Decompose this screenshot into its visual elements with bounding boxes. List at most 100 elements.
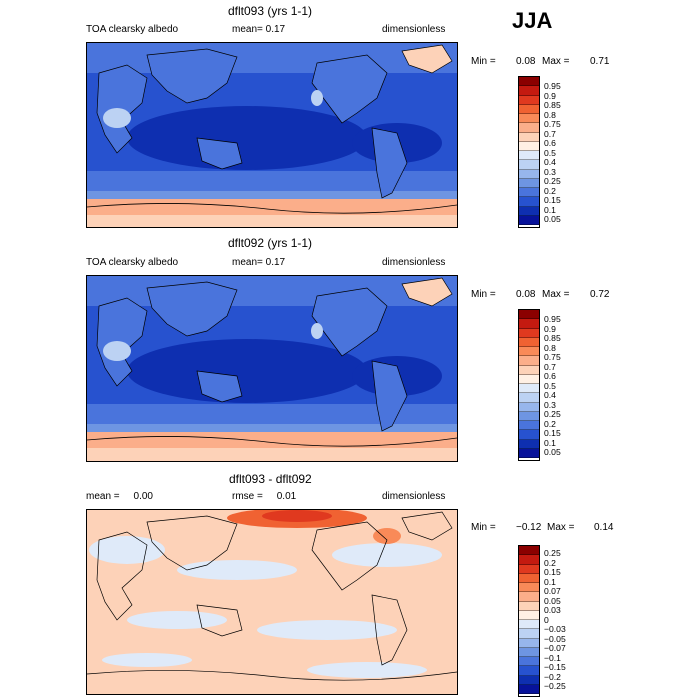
panel-3-min-value: −0.12 xyxy=(516,522,542,533)
colorbar-swatch xyxy=(519,123,539,133)
colorbar-tick-label: 0.4 xyxy=(544,390,556,400)
colorbar-tick-label: 0.25 xyxy=(544,548,561,558)
panel-1-colorbar xyxy=(518,76,540,228)
colorbar-tick-label: 0.1 xyxy=(544,576,556,587)
colorbar-swatch xyxy=(519,132,539,142)
colorbar-swatch xyxy=(519,86,539,96)
season-label: JJA xyxy=(512,8,553,33)
panel-1-mean-label: mean= 0.17 xyxy=(232,24,286,35)
colorbar-swatch xyxy=(519,411,539,421)
colorbar-swatch xyxy=(519,601,539,611)
colorbar-tick-label: 0.25 xyxy=(544,409,561,419)
colorbar-swatch xyxy=(519,675,539,685)
colorbar-tick-label: 0.85 xyxy=(544,333,561,343)
panel-3-colorbar-ticks: 0.25 0.2 0.15 0.1 0.07 0.05 0.03 0 −0.03 −0.05 −0.… xyxy=(544,548,566,692)
colorbar-tick-label: 0.95 xyxy=(544,81,561,91)
panel-3-min-label: Min = xyxy=(471,522,496,533)
panel-1-min-label: Min = xyxy=(471,56,496,67)
colorbar-swatch xyxy=(519,610,539,620)
colorbar-swatch xyxy=(519,151,539,161)
colorbar-swatch xyxy=(519,384,539,394)
colorbar-tick-label: 0.9 xyxy=(544,323,556,334)
colorbar-swatch xyxy=(519,638,539,648)
panel-2-map xyxy=(86,275,458,462)
colorbar-swatch xyxy=(519,347,539,357)
panel-3-units-label: dimensionless xyxy=(382,491,446,502)
panel-3-max-value: 0.14 xyxy=(594,522,614,533)
colorbar-tick-label: 0.9 xyxy=(544,90,556,101)
colorbar-swatch xyxy=(519,141,539,151)
colorbar-swatch xyxy=(519,356,539,366)
panel-1-title: dflt093 (yrs 1-1) xyxy=(228,4,313,18)
colorbar-swatch xyxy=(519,439,539,449)
colorbar-swatch xyxy=(519,430,539,440)
colorbar-tick-label: 0 xyxy=(544,614,549,625)
colorbar-tick-label: −0.07 xyxy=(544,643,566,653)
colorbar-tick-label: 0.8 xyxy=(544,342,556,353)
colorbar-swatch xyxy=(519,393,539,403)
colorbar-tick-label: 0.75 xyxy=(544,119,561,129)
colorbar-tick-label: 0.2 xyxy=(544,418,556,429)
colorbar-tick-label: 0.95 xyxy=(544,314,561,324)
colorbar-tick-label: 0.05 xyxy=(544,214,561,224)
panel-2-units-label: dimensionless xyxy=(382,257,446,268)
colorbar-tick-label: 0.05 xyxy=(544,447,561,457)
colorbar-tick-label: 0.5 xyxy=(544,380,556,391)
colorbar-tick-label: −0.03 xyxy=(544,624,566,634)
colorbar-tick-label: 0.07 xyxy=(544,586,561,596)
colorbar-tick-label: 0.05 xyxy=(544,595,561,606)
colorbar-swatch xyxy=(519,583,539,593)
colorbar-tick-label: 0.8 xyxy=(544,109,556,120)
colorbar-tick-label: −0.1 xyxy=(544,652,561,663)
colorbar-swatch xyxy=(519,573,539,583)
colorbar-swatch xyxy=(519,564,539,574)
colorbar-tick-label: 0.1 xyxy=(544,204,556,215)
panel-2-min-value: 0.08 xyxy=(516,289,536,300)
colorbar-tick-label: 0.2 xyxy=(544,557,556,568)
panel-1-map xyxy=(86,42,458,228)
panel-2-title: dflt092 (yrs 1-1) xyxy=(228,236,313,250)
colorbar-tick-label: 0.15 xyxy=(544,195,561,205)
colorbar-swatch xyxy=(519,402,539,412)
colorbar-tick-label: 0.3 xyxy=(544,166,556,177)
colorbar-tick-label: 0.6 xyxy=(544,371,556,381)
panel-1-max-value: 0.71 xyxy=(590,56,610,67)
colorbar-tick-label: 0.7 xyxy=(544,128,556,139)
colorbar-tick-label: 0.15 xyxy=(544,567,561,577)
panel-2-max-value: 0.72 xyxy=(590,289,610,300)
panel-3-title: dflt093 - dflt092 xyxy=(229,472,312,486)
colorbar-tick-label: −0.2 xyxy=(544,671,561,682)
panel-3-mean-label: mean = 0.00 xyxy=(86,491,153,502)
colorbar-tick-label: 0.5 xyxy=(544,147,556,158)
colorbar-swatch xyxy=(519,104,539,114)
panel-1-colorbar-ticks: 0.95 0.9 0.85 0.8 0.75 0.7 0.6 0.5 0.4 0.3 0.25 0.2… xyxy=(544,81,561,225)
colorbar-tick-label: −0.05 xyxy=(544,633,566,644)
colorbar-swatch xyxy=(519,620,539,630)
colorbar-tick-label: 0.15 xyxy=(544,428,561,438)
colorbar-swatch xyxy=(519,77,539,87)
panel-3-rmse-label: rmse = 0.01 xyxy=(232,491,297,502)
panel-3-map xyxy=(86,509,458,695)
panel-2-colorbar-ticks: 0.95 0.9 0.85 0.8 0.75 0.7 0.6 0.5 0.4 0.3 0.25 0.2… xyxy=(544,314,561,458)
colorbar-swatch xyxy=(519,592,539,602)
panel-2-colorbar xyxy=(518,309,540,461)
colorbar-tick-label: 0.1 xyxy=(544,437,556,448)
colorbar-swatch xyxy=(519,197,539,207)
panel-1-min-value: 0.08 xyxy=(516,56,536,67)
colorbar-swatch xyxy=(519,684,539,694)
colorbar-tick-label: 0.03 xyxy=(544,605,561,615)
colorbar-swatch xyxy=(519,647,539,657)
colorbar-swatch xyxy=(519,629,539,639)
colorbar-tick-label: 0.75 xyxy=(544,352,561,362)
colorbar-swatch xyxy=(519,319,539,329)
colorbar-tick-label: 0.6 xyxy=(544,138,556,148)
panel-2-mean-label: mean= 0.17 xyxy=(232,257,286,268)
colorbar-swatch xyxy=(519,188,539,198)
panel-2-variable-label: TOA clearsky albedo xyxy=(86,257,179,268)
panel-3-max-label: Max = xyxy=(547,522,575,533)
colorbar-tick-label: −0.25 xyxy=(544,681,566,691)
panel-1-units-label: dimensionless xyxy=(382,24,446,35)
colorbar-swatch xyxy=(519,365,539,375)
colorbar-swatch xyxy=(519,657,539,667)
colorbar-swatch xyxy=(519,555,539,565)
